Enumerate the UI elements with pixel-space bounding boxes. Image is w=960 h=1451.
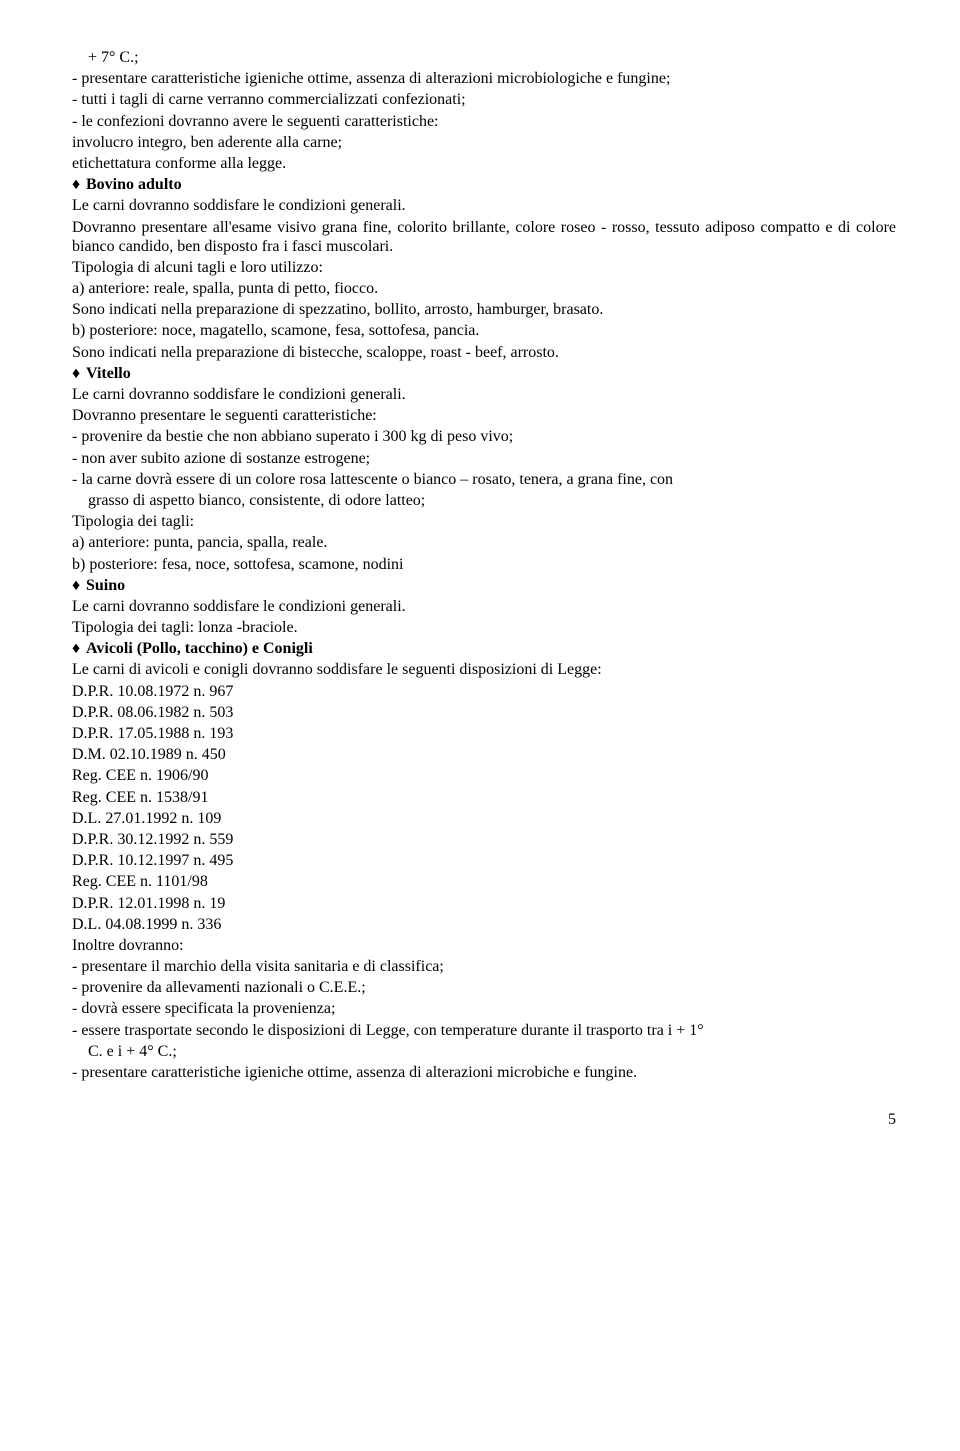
heading-text: Avicoli (Pollo, tacchino) e Conigli (86, 640, 313, 657)
legal-reference: D.P.R. 30.12.1992 n. 559 (72, 830, 896, 849)
heading-text: Suino (86, 577, 125, 594)
text-line: Le carni dovranno soddisfare le condizio… (72, 597, 896, 616)
text-line: Le carni di avicoli e conigli dovranno s… (72, 660, 896, 679)
list-item: - tutti i tagli di carne verranno commer… (72, 90, 896, 109)
section-heading-vitello: ♦Vitello (72, 364, 896, 383)
list-item: - dovrà essere specificata la provenienz… (72, 999, 896, 1018)
text-line: Tipologia dei tagli: (72, 512, 896, 531)
text-line: Sono indicati nella preparazione di bist… (72, 343, 896, 362)
text-line: a) anteriore: punta, pancia, spalla, rea… (72, 533, 896, 552)
legal-reference: D.L. 04.08.1999 n. 336 (72, 915, 896, 934)
section-heading-bovino: ♦Bovino adulto (72, 175, 896, 194)
text-line: etichettatura conforme alla legge. (72, 154, 896, 173)
text-line: + 7° C.; (72, 48, 896, 67)
legal-reference: Reg. CEE n. 1906/90 (72, 766, 896, 785)
list-item: - provenire da allevamenti nazionali o C… (72, 978, 896, 997)
list-item: - le confezioni dovranno avere le seguen… (72, 112, 896, 131)
legal-reference: D.P.R. 10.12.1997 n. 495 (72, 851, 896, 870)
text-line: Sono indicati nella preparazione di spez… (72, 300, 896, 319)
text-line: Tipologia di alcuni tagli e loro utilizz… (72, 258, 896, 277)
legal-reference: D.M. 02.10.1989 n. 450 (72, 745, 896, 764)
text-line: Tipologia dei tagli: lonza -braciole. (72, 618, 896, 637)
text-line: Le carni dovranno soddisfare le condizio… (72, 196, 896, 215)
list-item: - la carne dovrà essere di un colore ros… (72, 470, 896, 489)
list-item-cont: C. e i + 4° C.; (72, 1042, 896, 1061)
diamond-icon: ♦ (72, 364, 86, 383)
list-item: - presentare il marchio della visita san… (72, 957, 896, 976)
legal-reference: Reg. CEE n. 1538/91 (72, 788, 896, 807)
list-item: - presentare caratteristiche igieniche o… (72, 1063, 896, 1082)
legal-reference: D.P.R. 17.05.1988 n. 193 (72, 724, 896, 743)
list-item: - essere trasportate secondo le disposiz… (72, 1021, 896, 1040)
list-item-cont: grasso di aspetto bianco, consistente, d… (72, 491, 896, 510)
list-item: - provenire da bestie che non abbiano su… (72, 427, 896, 446)
text-line: Dovranno presentare le seguenti caratter… (72, 406, 896, 425)
legal-reference: D.P.R. 10.08.1972 n. 967 (72, 682, 896, 701)
list-item: - non aver subito azione di sostanze est… (72, 449, 896, 468)
text-line: Inoltre dovranno: (72, 936, 896, 955)
legal-reference: Reg. CEE n. 1101/98 (72, 872, 896, 891)
text-line: involucro integro, ben aderente alla car… (72, 133, 896, 152)
text-line: b) posteriore: noce, magatello, scamone,… (72, 321, 896, 340)
text-line: b) posteriore: fesa, noce, sottofesa, sc… (72, 555, 896, 574)
section-heading-avicoli: ♦Avicoli (Pollo, tacchino) e Conigli (72, 639, 896, 658)
legal-reference: D.L. 27.01.1992 n. 109 (72, 809, 896, 828)
text-line: Le carni dovranno soddisfare le condizio… (72, 385, 896, 404)
page-number: 5 (72, 1110, 896, 1129)
diamond-icon: ♦ (72, 576, 86, 595)
text-line: a) anteriore: reale, spalla, punta di pe… (72, 279, 896, 298)
diamond-icon: ♦ (72, 175, 86, 194)
list-item: - presentare caratteristiche igieniche o… (72, 69, 896, 88)
heading-text: Bovino adulto (86, 176, 182, 193)
legal-reference: D.P.R. 12.01.1998 n. 19 (72, 894, 896, 913)
legal-reference: D.P.R. 08.06.1982 n. 503 (72, 703, 896, 722)
text-line: Dovranno presentare all'esame visivo gra… (72, 218, 896, 256)
section-heading-suino: ♦Suino (72, 576, 896, 595)
heading-text: Vitello (86, 365, 131, 382)
diamond-icon: ♦ (72, 639, 86, 658)
